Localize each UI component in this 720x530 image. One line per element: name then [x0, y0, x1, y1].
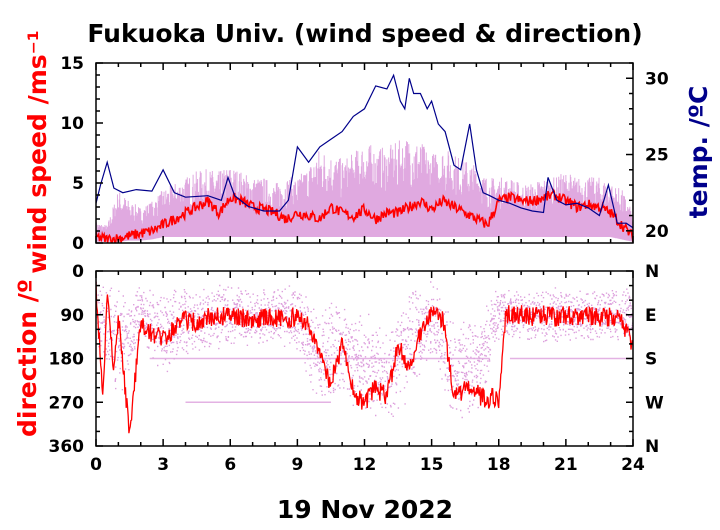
temperature-line — [96, 73, 633, 229]
speed-y-tick-label: 0 — [72, 234, 84, 254]
wind-direction-line — [96, 281, 633, 434]
x-tick-label: 3 — [157, 455, 169, 475]
direction-panel-marks — [96, 281, 633, 434]
x-tick-label: 0 — [90, 455, 102, 475]
direction-y-tick-label: 360 — [49, 437, 85, 457]
x-tick-label: 15 — [420, 455, 444, 475]
speed-y-tick-label: 10 — [60, 114, 84, 134]
compass-tick-label: E — [645, 306, 657, 326]
x-tick-label: 24 — [621, 455, 645, 475]
direction-y-tick-label: 180 — [49, 350, 85, 370]
wind-speed-axis-label: wind speed /ms⁻¹ — [23, 30, 52, 274]
direction-y-tick-label: 0 — [72, 262, 84, 282]
temperature-axis-label: temp. /ºC — [684, 86, 713, 219]
speed-y-tick-label: 15 — [60, 54, 84, 74]
data-layer — [96, 73, 633, 434]
compass-tick-label: N — [645, 437, 659, 457]
x-tick-label: 18 — [487, 455, 511, 475]
x-tick-label: 9 — [291, 455, 303, 475]
speed-y-tick-label: 5 — [72, 174, 84, 194]
chart-title: Fukuoka Univ. (wind speed & direction) — [87, 19, 642, 48]
direction-axis-label: direction /º — [13, 279, 42, 437]
x-tick-label: 21 — [554, 455, 578, 475]
temperature-y-tick-label: 20 — [645, 222, 669, 242]
speed-panel-marks — [96, 73, 633, 243]
direction-y-tick-label: 90 — [60, 306, 84, 326]
compass-tick-label: W — [645, 393, 664, 413]
direction-y-tick-label: 270 — [49, 393, 85, 413]
x-tick-label: 6 — [224, 455, 236, 475]
x-tick-label: 12 — [353, 455, 377, 475]
plot-backgrounds — [96, 63, 633, 446]
x-axis-label: 19 Nov 2022 — [277, 495, 453, 524]
wind-speed-line — [96, 188, 633, 243]
compass-tick-label: S — [645, 350, 657, 370]
temperature-y-tick-label: 25 — [645, 146, 669, 166]
temperature-y-tick-label: 30 — [645, 69, 669, 89]
compass-tick-label: N — [645, 262, 659, 282]
tick-layer: 0 3 6 9 12 15 18 21 24 0 5 10 15 20 25 30 0 90 180 270 360 N E… — [49, 54, 669, 475]
